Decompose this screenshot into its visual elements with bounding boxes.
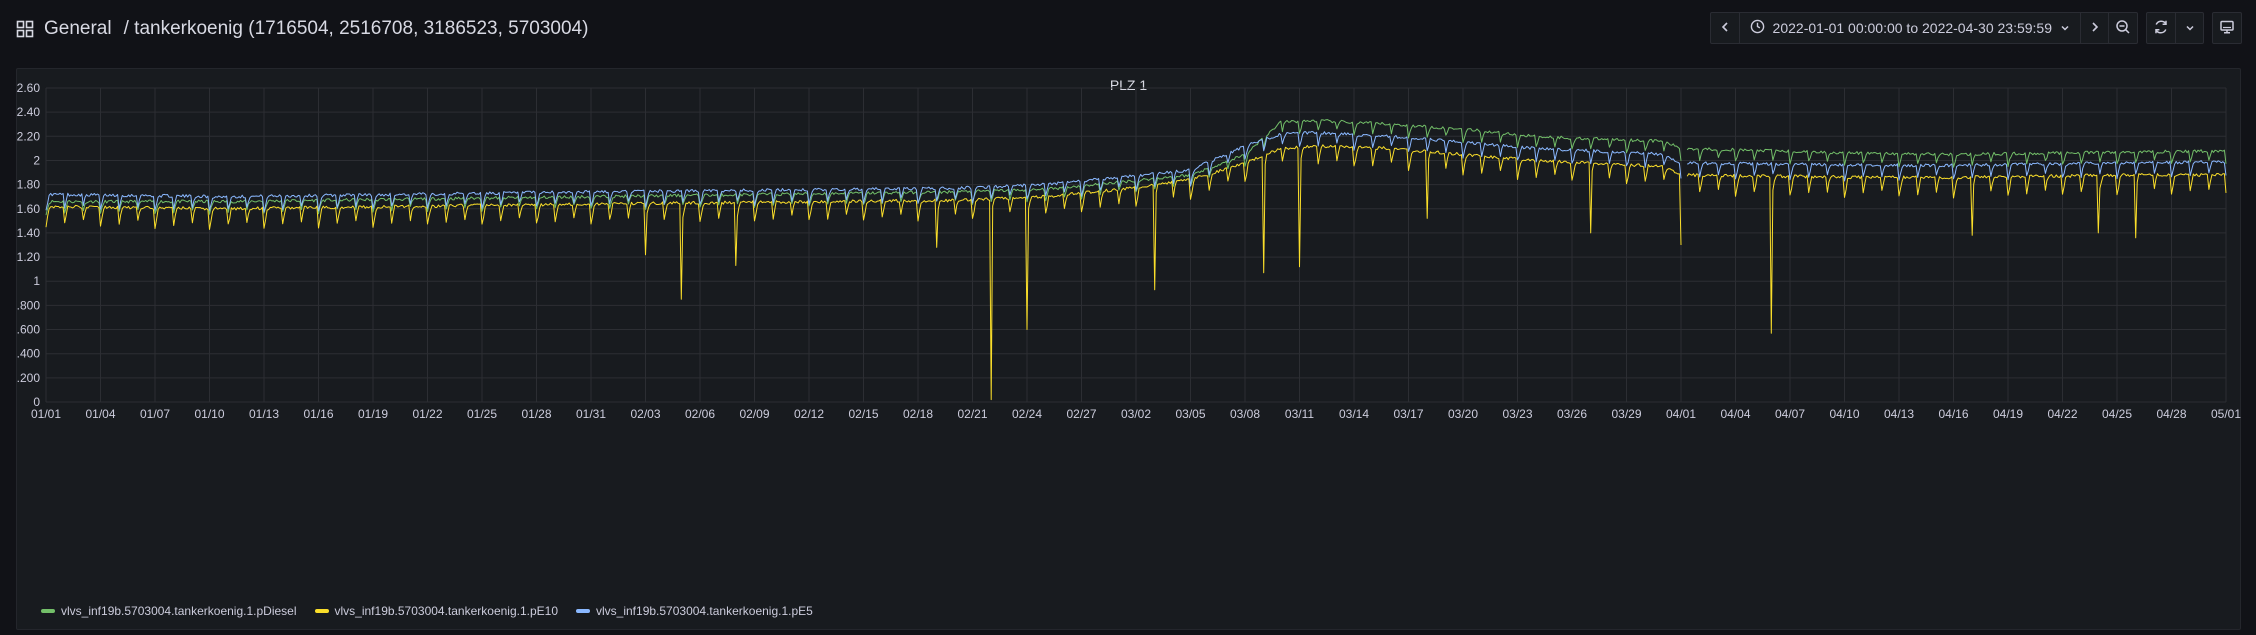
time-forward-button[interactable] bbox=[2080, 13, 2108, 43]
x-tick-label: 03/26 bbox=[1557, 407, 1587, 421]
time-back-button[interactable] bbox=[1711, 13, 1739, 43]
legend-label: vlvs_inf19b.5703004.tankerkoenig.1.pE5 bbox=[596, 604, 813, 618]
x-tick-label: 04/16 bbox=[1938, 407, 1968, 421]
x-tick-label: 05/01 bbox=[2211, 407, 2241, 421]
zoom-out-button[interactable] bbox=[2108, 13, 2137, 43]
time-range-text: 2022-01-01 00:00:00 to 2022-04-30 23:59:… bbox=[1772, 20, 2052, 36]
y-tick-label: 0.600 bbox=[17, 323, 40, 337]
time-range-picker[interactable]: 2022-01-01 00:00:00 to 2022-04-30 23:59:… bbox=[1738, 13, 2080, 43]
chevron-right-icon bbox=[2089, 20, 2101, 36]
y-tick-label: 1.80 bbox=[17, 178, 40, 192]
x-tick-label: 02/27 bbox=[1066, 407, 1096, 421]
x-tick-label: 03/05 bbox=[1175, 407, 1205, 421]
chevron-left-icon bbox=[1719, 20, 1731, 36]
series-line-2 bbox=[45, 130, 2227, 213]
y-tick-label: 0 bbox=[33, 395, 40, 409]
series-line-1 bbox=[45, 144, 2227, 401]
x-tick-label: 03/08 bbox=[1230, 407, 1260, 421]
legend-swatch-diesel bbox=[41, 609, 55, 613]
x-tick-label: 01/07 bbox=[140, 407, 170, 421]
y-tick-label: 2 bbox=[33, 153, 40, 167]
x-tick-label: 01/28 bbox=[521, 407, 551, 421]
x-tick-label: 03/20 bbox=[1448, 407, 1478, 421]
x-tick-label: 03/23 bbox=[1502, 407, 1532, 421]
legend-item-diesel[interactable]: vlvs_inf19b.5703004.tankerkoenig.1.pDies… bbox=[41, 604, 297, 618]
dashboard-title[interactable]: / tankerkoenig (1716504, 2516708, 318652… bbox=[123, 18, 589, 39]
x-tick-label: 02/24 bbox=[1012, 407, 1042, 421]
y-tick-label: 0.800 bbox=[17, 298, 40, 312]
refresh-button[interactable] bbox=[2147, 13, 2175, 43]
x-tick-label: 04/10 bbox=[1829, 407, 1859, 421]
y-tick-label: 0.400 bbox=[17, 347, 40, 361]
panel-title[interactable]: PLZ 1 bbox=[1109, 77, 1148, 93]
view-mode-group bbox=[2212, 12, 2242, 44]
x-tick-label: 02/21 bbox=[957, 407, 987, 421]
y-tick-label: 2.40 bbox=[17, 105, 40, 119]
x-tick-label: 03/14 bbox=[1339, 407, 1369, 421]
x-tick-label: 02/09 bbox=[739, 407, 769, 421]
x-tick-label: 04/28 bbox=[2156, 407, 2186, 421]
chart-panel: PLZ 1 0 0.200 0.400 0.600 0.800 1 1.20 1.40 1.60… bbox=[16, 68, 2241, 630]
refresh-interval-dropdown[interactable] bbox=[2175, 13, 2203, 43]
legend-swatch-e10 bbox=[314, 609, 329, 613]
x-tick-label: 01/01 bbox=[31, 407, 61, 421]
legend-swatch-e5 bbox=[576, 609, 590, 613]
series-line-0 bbox=[45, 119, 2227, 216]
x-tick-label: 04/07 bbox=[1775, 407, 1805, 421]
x-tick-label: 03/11 bbox=[1285, 407, 1314, 421]
refresh-icon bbox=[2153, 19, 2169, 38]
refresh-group bbox=[2146, 12, 2204, 44]
legend-label: vlvs_inf19b.5703004.tankerkoenig.1.pE10 bbox=[334, 604, 559, 618]
x-tick-label: 04/01 bbox=[1666, 407, 1696, 421]
x-tick-label: 04/19 bbox=[1993, 407, 2023, 421]
folder-link[interactable]: General bbox=[44, 18, 112, 39]
x-tick-label: 02/12 bbox=[794, 407, 824, 421]
tv-mode-button[interactable] bbox=[2213, 13, 2241, 43]
time-picker-group: 2022-01-01 00:00:00 to 2022-04-30 23:59:… bbox=[1709, 12, 2138, 44]
y-tick-label: 0.200 bbox=[17, 371, 40, 385]
x-tick-label: 04/25 bbox=[2102, 407, 2132, 421]
x-tick-label: 01/22 bbox=[412, 407, 442, 421]
x-tick-label: 01/25 bbox=[467, 407, 497, 421]
caret-down-icon bbox=[2060, 20, 2070, 36]
y-tick-label: 1 bbox=[33, 274, 40, 288]
y-tick-label: 2.20 bbox=[17, 129, 40, 143]
y-tick-label: 2.60 bbox=[17, 81, 40, 95]
legend-item-e5[interactable]: vlvs_inf19b.5703004.tankerkoenig.1.pE5 bbox=[576, 604, 813, 618]
x-tick-label: 02/18 bbox=[903, 407, 933, 421]
y-tick-label: 1.60 bbox=[17, 202, 40, 216]
x-tick-label: 04/22 bbox=[2047, 407, 2077, 421]
x-tick-label: 01/10 bbox=[194, 407, 224, 421]
grid-icon[interactable] bbox=[16, 20, 34, 38]
x-tick-label: 04/13 bbox=[1884, 407, 1914, 421]
x-tick-label: 03/02 bbox=[1121, 407, 1151, 421]
x-tick-label: 03/17 bbox=[1393, 407, 1423, 421]
y-tick-label: 1.40 bbox=[17, 226, 40, 240]
y-tick-label: 1.20 bbox=[17, 250, 40, 264]
zoom-out-icon bbox=[2115, 19, 2131, 38]
x-tick-label: 02/15 bbox=[848, 407, 878, 421]
caret-down-icon bbox=[2185, 20, 2195, 36]
x-tick-label: 02/03 bbox=[630, 407, 660, 421]
dashboard-toolbar: 2022-01-01 00:00:00 to 2022-04-30 23:59:… bbox=[1709, 12, 2242, 44]
legend-label: vlvs_inf19b.5703004.tankerkoenig.1.pDies… bbox=[61, 604, 297, 618]
top-navigation-bar: General / tankerkoenig (1716504, 2516708… bbox=[0, 0, 2256, 58]
chart-legend: vlvs_inf19b.5703004.tankerkoenig.1.pDies… bbox=[41, 604, 813, 618]
clock-icon bbox=[1750, 19, 1765, 37]
x-tick-label: 01/16 bbox=[303, 407, 333, 421]
line-chart[interactable]: 0 0.200 0.400 0.600 0.800 1 1.20 1.40 1.60 1.80 2 2… bbox=[17, 69, 2242, 631]
x-tick-label: 01/19 bbox=[358, 407, 388, 421]
legend-item-e10[interactable]: vlvs_inf19b.5703004.tankerkoenig.1.pE10 bbox=[314, 604, 559, 618]
breadcrumb: General / tankerkoenig (1716504, 2516708… bbox=[16, 16, 588, 42]
x-tick-label: 01/31 bbox=[576, 407, 606, 421]
monitor-icon bbox=[2219, 19, 2235, 38]
x-tick-label: 04/04 bbox=[1720, 407, 1750, 421]
x-tick-label: 02/06 bbox=[685, 407, 715, 421]
x-tick-label: 01/13 bbox=[249, 407, 279, 421]
x-tick-label: 01/04 bbox=[85, 407, 115, 421]
x-tick-label: 03/29 bbox=[1611, 407, 1641, 421]
